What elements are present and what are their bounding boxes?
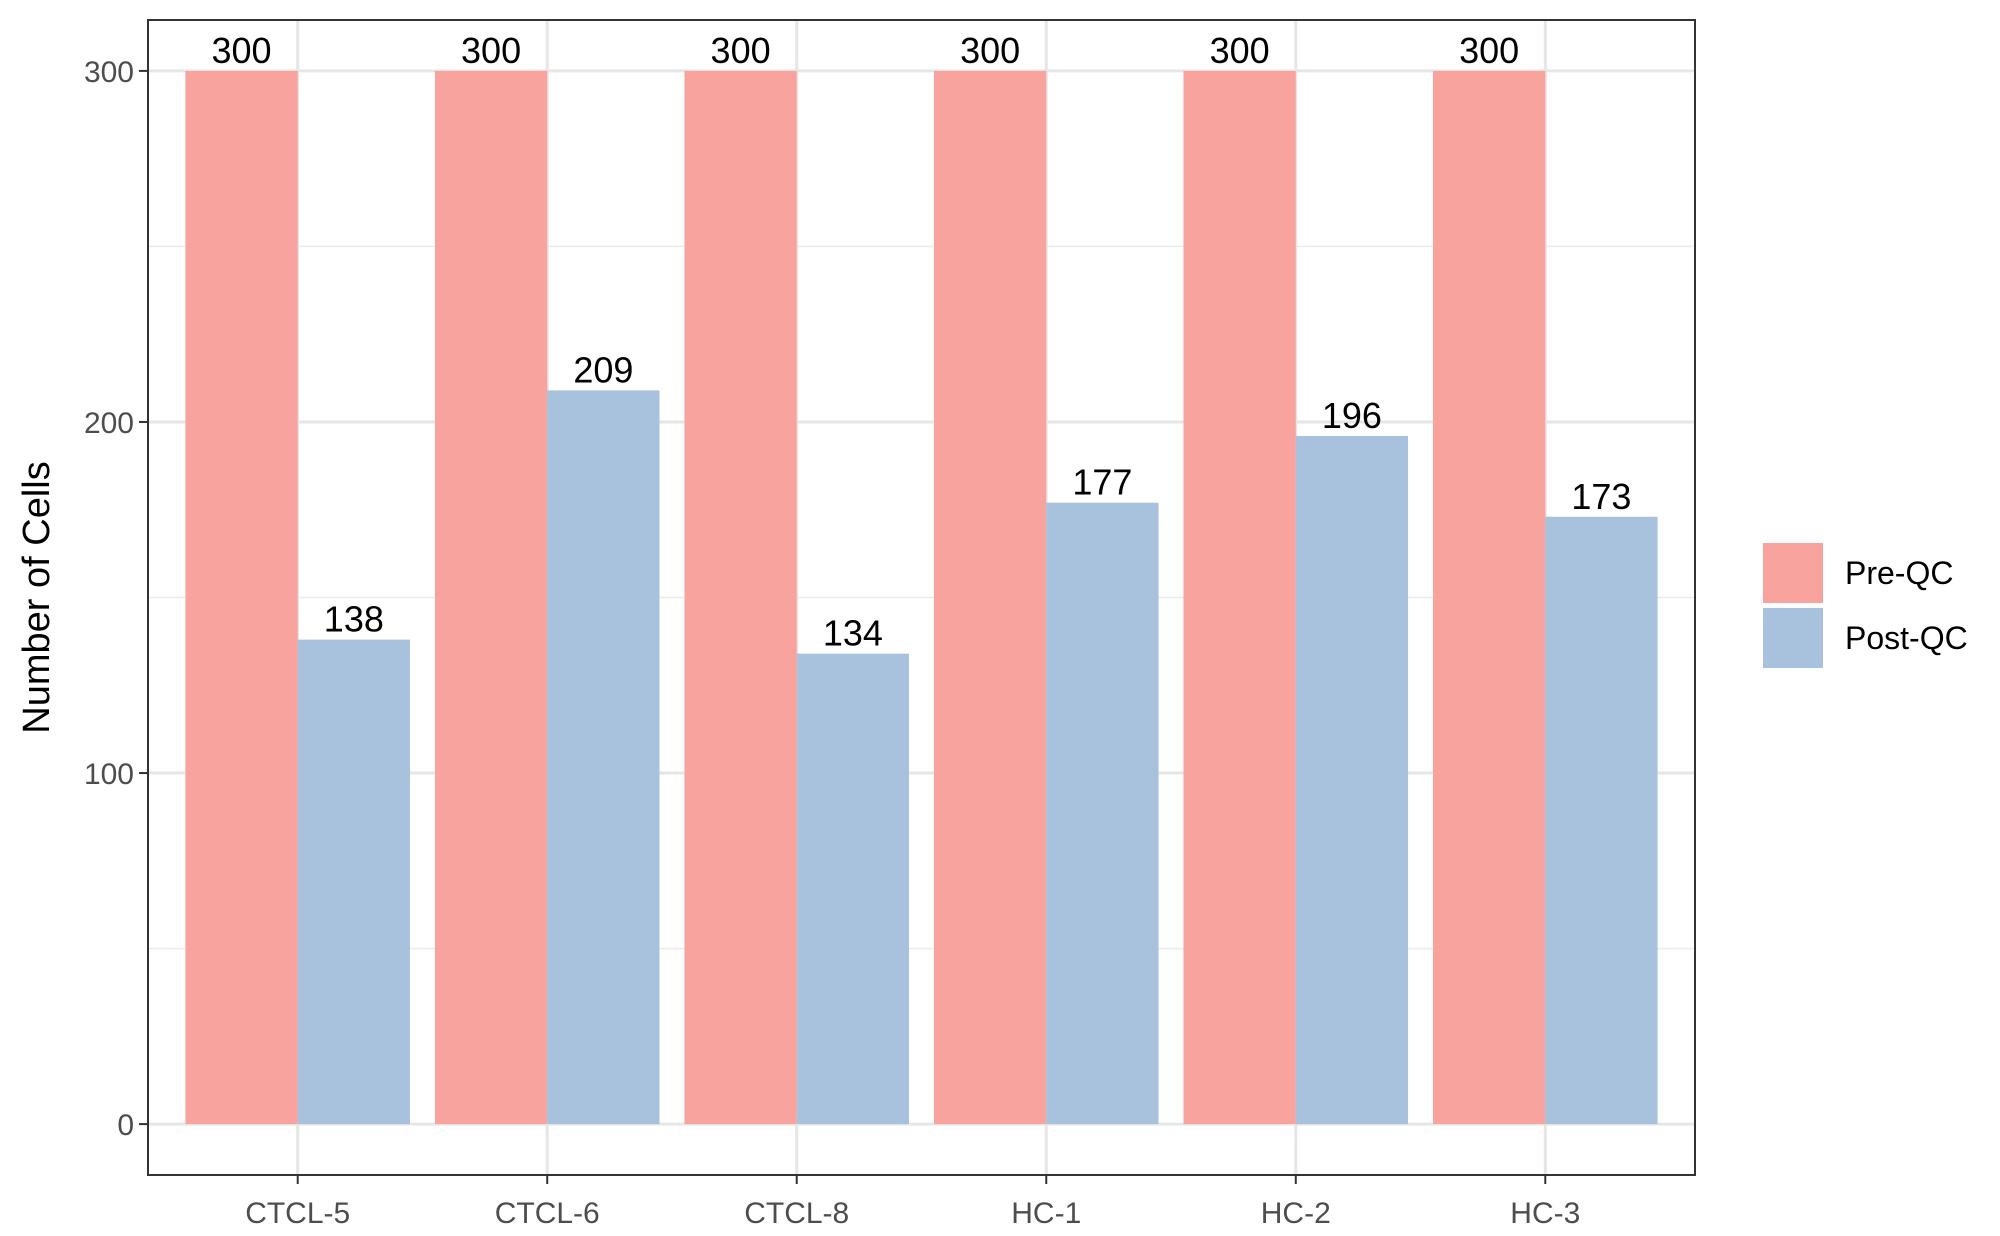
legend-key-pre-qc: [1763, 543, 1823, 603]
y-axis-title: Number of Cells: [16, 461, 58, 733]
x-tick-label: HC-2: [1261, 1197, 1331, 1230]
bar-pre-qc: [684, 70, 797, 1125]
data-label-post-qc: 134: [823, 613, 883, 654]
bar-post-qc: [796, 653, 910, 1125]
legend-label-post-qc: Post-QC: [1845, 620, 1968, 656]
data-label-pre-qc: 300: [1210, 30, 1270, 71]
x-tick-label: CTCL-6: [495, 1197, 600, 1230]
data-labels: 300 300 300 300 300 300 138 209 134 177 196 173: [212, 30, 1632, 654]
legend-key-post-qc: [1763, 608, 1823, 668]
y-tick-label: 200: [84, 407, 134, 440]
x-tick-label: HC-3: [1510, 1197, 1580, 1230]
y-tick-label: 300: [84, 56, 134, 89]
x-tick-label: CTCL-8: [744, 1197, 849, 1230]
x-tick-label: CTCL-5: [245, 1197, 350, 1230]
data-label-pre-qc: 300: [960, 30, 1020, 71]
bars: [185, 70, 1658, 1125]
bar-pre-qc: [185, 70, 298, 1125]
y-tick-label: 100: [84, 758, 134, 791]
axes: 0 100 200 300 CTCL-5 CTCL-6 CTCL-8 HC-1 HC-2 HC-3: [84, 56, 1580, 1230]
data-label-post-qc: 173: [1571, 476, 1631, 517]
data-label-post-qc: 138: [324, 599, 384, 640]
data-label-post-qc: 196: [1322, 395, 1382, 436]
data-label-pre-qc: 300: [212, 30, 272, 71]
legend: Pre-QC Post-QC: [1763, 543, 1968, 668]
bar-pre-qc: [933, 70, 1047, 1125]
bar-post-qc: [297, 639, 410, 1125]
plot-panel-border: [147, 19, 1696, 1176]
y-tick-label: 0: [117, 1109, 134, 1142]
data-label-post-qc: 177: [1072, 462, 1132, 503]
bar-post-qc: [547, 390, 660, 1125]
data-label-pre-qc: 300: [711, 30, 771, 71]
bar-post-qc: [1295, 436, 1409, 1125]
bar-pre-qc: [1433, 70, 1546, 1125]
data-label-pre-qc: 300: [1459, 30, 1519, 71]
legend-label-pre-qc: Pre-QC: [1845, 555, 1953, 591]
data-label-post-qc: 209: [573, 349, 633, 390]
bar-pre-qc: [434, 70, 548, 1125]
bar-post-qc: [1046, 502, 1159, 1125]
bar-pre-qc: [1183, 70, 1296, 1125]
data-label-pre-qc: 300: [461, 30, 521, 71]
x-tick-label: HC-1: [1011, 1197, 1081, 1230]
bar-post-qc: [1545, 516, 1658, 1125]
